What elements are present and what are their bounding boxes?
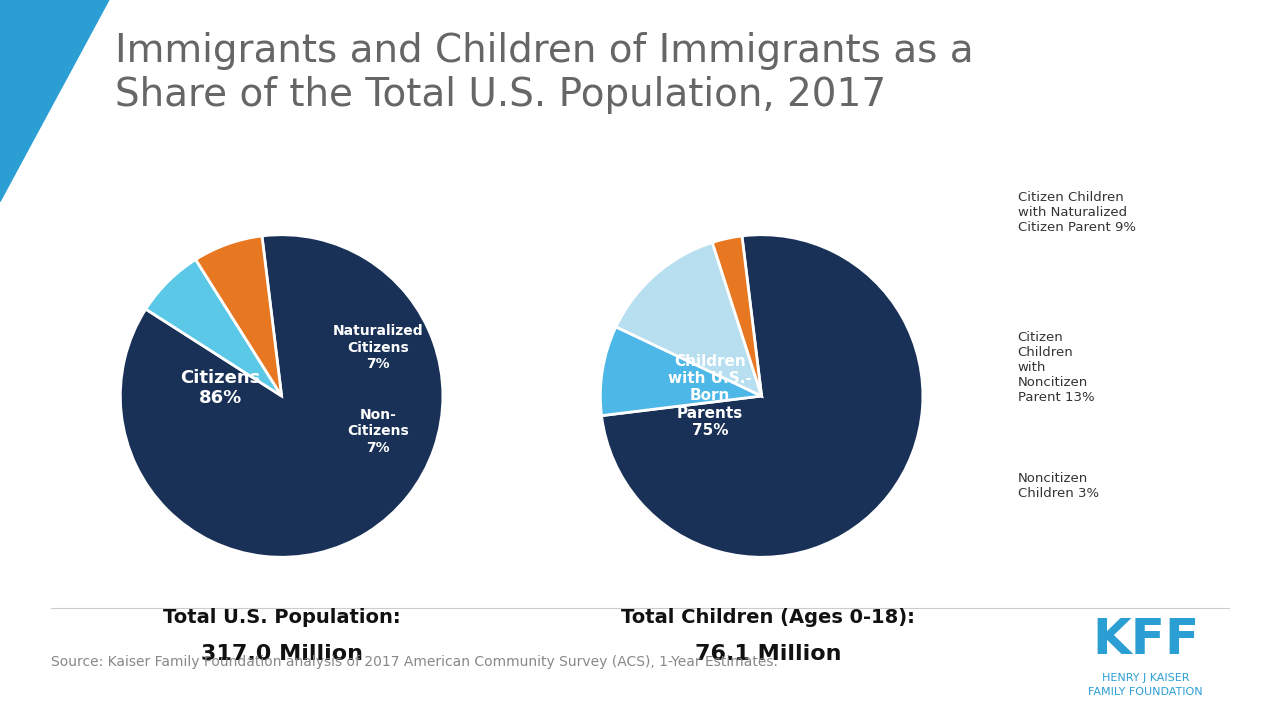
Text: 317.0 Million: 317.0 Million bbox=[201, 644, 362, 665]
Text: Immigrants and Children of Immigrants as a: Immigrants and Children of Immigrants as… bbox=[115, 32, 974, 71]
Text: Noncitizen
Children 3%: Noncitizen Children 3% bbox=[1018, 472, 1098, 500]
Text: Share of the Total U.S. Population, 2017: Share of the Total U.S. Population, 2017 bbox=[115, 76, 887, 114]
Text: Citizen
Children
with
Noncitizen
Parent 13%: Citizen Children with Noncitizen Parent … bbox=[1018, 331, 1094, 404]
Text: Total U.S. Population:: Total U.S. Population: bbox=[163, 608, 401, 627]
Text: Total Children (Ages 0-18):: Total Children (Ages 0-18): bbox=[621, 608, 915, 627]
Wedge shape bbox=[616, 243, 762, 396]
Text: Children
with U.S.-
Born
Parents
75%: Children with U.S.- Born Parents 75% bbox=[668, 354, 751, 438]
Wedge shape bbox=[602, 235, 923, 557]
Text: HENRY J KAISER
FAMILY FOUNDATION: HENRY J KAISER FAMILY FOUNDATION bbox=[1088, 673, 1203, 697]
Text: KFF: KFF bbox=[1092, 616, 1199, 664]
Wedge shape bbox=[196, 236, 282, 396]
Text: 76.1 Million: 76.1 Million bbox=[695, 644, 841, 665]
Wedge shape bbox=[600, 327, 762, 415]
Text: Citizen Children
with Naturalized
Citizen Parent 9%: Citizen Children with Naturalized Citize… bbox=[1018, 191, 1135, 234]
Text: Citizens
86%: Citizens 86% bbox=[180, 369, 260, 408]
Wedge shape bbox=[146, 259, 282, 396]
Wedge shape bbox=[120, 235, 443, 557]
Text: Non-
Citizens
7%: Non- Citizens 7% bbox=[347, 408, 410, 455]
Text: Source: Kaiser Family Foundation analysis of 2017 American Community Survey (ACS: Source: Kaiser Family Foundation analysi… bbox=[51, 655, 778, 669]
Wedge shape bbox=[712, 236, 762, 396]
Text: Naturalized
Citizens
7%: Naturalized Citizens 7% bbox=[333, 325, 424, 371]
